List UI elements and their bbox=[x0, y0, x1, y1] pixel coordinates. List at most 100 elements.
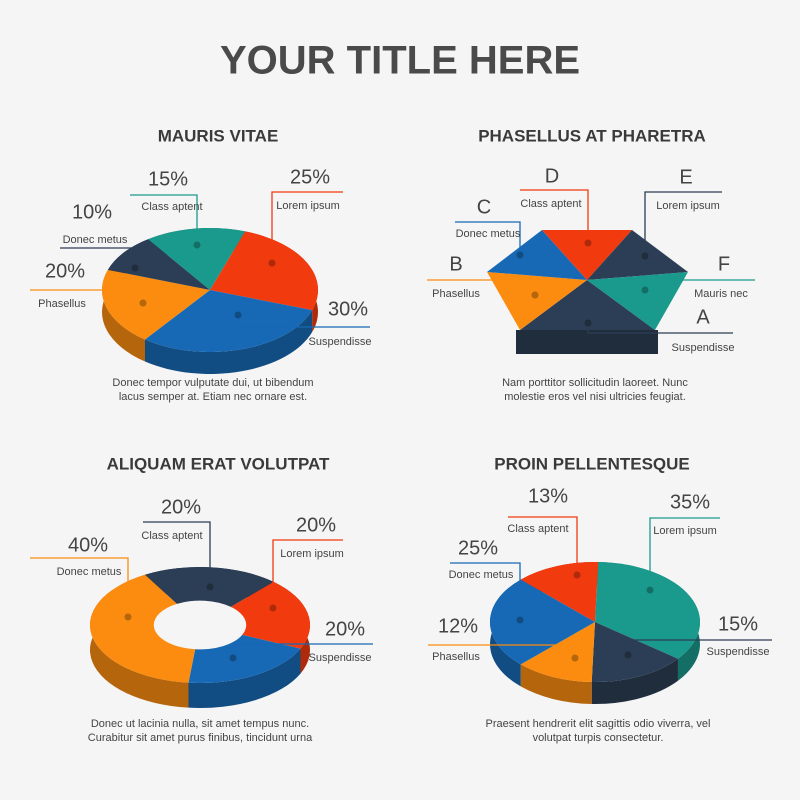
pyramid-segment bbox=[487, 272, 587, 330]
pyramid-segment bbox=[487, 230, 587, 280]
slice-side bbox=[188, 648, 301, 708]
section-title: PROIN PELLENTESQUE bbox=[494, 454, 690, 473]
slice-side bbox=[591, 658, 678, 704]
leader-line bbox=[428, 644, 576, 658]
slice bbox=[490, 579, 595, 665]
leader-dot bbox=[229, 654, 237, 662]
section-title: PHASELLUS AT PHARETRA bbox=[478, 126, 706, 145]
slice bbox=[148, 227, 246, 290]
slice-name: Mauris nec bbox=[694, 288, 748, 300]
leader-dot bbox=[516, 616, 524, 624]
leader-dot bbox=[641, 252, 649, 260]
pct: 25% bbox=[290, 166, 330, 188]
leader-line bbox=[450, 562, 521, 620]
slice-name: Lorem ipsum bbox=[656, 200, 720, 212]
leader-line bbox=[237, 315, 370, 328]
pyramid-segment bbox=[520, 280, 655, 330]
leader-line bbox=[30, 557, 129, 617]
leader-dot bbox=[641, 286, 649, 294]
leader-dot bbox=[193, 241, 201, 249]
slice-name: Suspendisse bbox=[309, 336, 372, 348]
main-title: YOUR TITLE HERE bbox=[220, 39, 580, 83]
section-title: MAURIS VITAE bbox=[158, 126, 279, 145]
pct: 12% bbox=[438, 615, 478, 637]
leader-line bbox=[30, 289, 144, 303]
letter: E bbox=[679, 166, 692, 188]
pct: 20% bbox=[325, 618, 365, 640]
leader-dot bbox=[234, 311, 242, 319]
slice-name: Donec metus bbox=[449, 569, 514, 581]
slice-name: Suspendisse bbox=[309, 652, 372, 664]
leader-line bbox=[520, 189, 589, 243]
caption: Donec ut lacinia nulla, sit amet tempus … bbox=[91, 718, 309, 730]
leader-dot bbox=[531, 291, 539, 299]
leader-dot bbox=[206, 583, 214, 591]
slice bbox=[90, 574, 196, 683]
letter: A bbox=[696, 306, 710, 328]
slice-name: Phasellus bbox=[38, 298, 86, 310]
leader-dot bbox=[139, 299, 147, 307]
pct: 35% bbox=[670, 491, 710, 513]
slice bbox=[107, 239, 210, 290]
leader-line bbox=[649, 517, 720, 590]
leader-dot bbox=[124, 613, 132, 621]
slice bbox=[520, 622, 595, 682]
slice-name: Donec metus bbox=[456, 228, 521, 240]
leader-dot bbox=[584, 319, 592, 327]
slice-name: Suspendisse bbox=[672, 342, 735, 354]
leader-line bbox=[455, 221, 521, 255]
leader-dot bbox=[131, 264, 139, 272]
slice-name: Phasellus bbox=[432, 651, 480, 663]
leader-line bbox=[427, 279, 536, 295]
leader-line bbox=[60, 247, 136, 268]
pyramid-segment bbox=[587, 230, 688, 280]
slice bbox=[595, 562, 700, 659]
leader-line bbox=[508, 516, 578, 575]
caption: Praesent hendrerit elit sagittis odio vi… bbox=[486, 718, 711, 730]
slice-name: Lorem ipsum bbox=[653, 525, 717, 537]
leader-dot bbox=[584, 239, 592, 247]
pct: 20% bbox=[45, 260, 85, 282]
slice-side bbox=[145, 310, 313, 374]
leader-dot bbox=[624, 651, 632, 659]
pct: 15% bbox=[148, 168, 188, 190]
pct: 20% bbox=[296, 514, 336, 536]
leader-dot bbox=[646, 586, 654, 594]
leader-dot bbox=[571, 654, 579, 662]
leader-line bbox=[130, 194, 198, 245]
pct: 10% bbox=[72, 201, 112, 223]
pct: 15% bbox=[718, 613, 758, 635]
slice-name: Lorem ipsum bbox=[280, 548, 344, 560]
caption: Donec tempor vulputate dui, ut bibendum bbox=[112, 377, 313, 389]
slice bbox=[188, 634, 301, 683]
pct: 20% bbox=[161, 496, 201, 518]
pyramid-base bbox=[516, 330, 658, 354]
slice-name: Suspendisse bbox=[707, 646, 770, 658]
letter: C bbox=[477, 196, 491, 218]
caption: Curabitur sit amet purus finibus, tincid… bbox=[88, 732, 313, 744]
slice-name: Donec metus bbox=[57, 566, 122, 578]
slice-name: Donec metus bbox=[63, 234, 128, 246]
pct: 25% bbox=[458, 537, 498, 559]
leader-dot bbox=[269, 604, 277, 612]
slice bbox=[230, 581, 310, 649]
section-title: ALIQUAM ERAT VOLUTPAT bbox=[107, 454, 330, 473]
slice bbox=[210, 231, 318, 311]
leader-line bbox=[143, 521, 211, 587]
leader-line bbox=[272, 539, 343, 608]
letter: F bbox=[718, 253, 730, 275]
leader-line bbox=[232, 643, 373, 658]
pct: 30% bbox=[328, 298, 368, 320]
leader-dot bbox=[268, 259, 276, 267]
slice-side bbox=[520, 664, 592, 704]
slice bbox=[591, 622, 678, 682]
leader-dot bbox=[573, 571, 581, 579]
pct: 13% bbox=[528, 485, 568, 507]
caption: volutpat turpis consectetur. bbox=[533, 732, 664, 744]
slice-name: Lorem ipsum bbox=[276, 200, 340, 212]
caption: lacus semper at. Etiam nec ornare est. bbox=[119, 391, 307, 403]
pyramid-segment bbox=[542, 230, 632, 280]
leader-line bbox=[627, 639, 772, 655]
slice-name: Class aptent bbox=[507, 523, 568, 535]
